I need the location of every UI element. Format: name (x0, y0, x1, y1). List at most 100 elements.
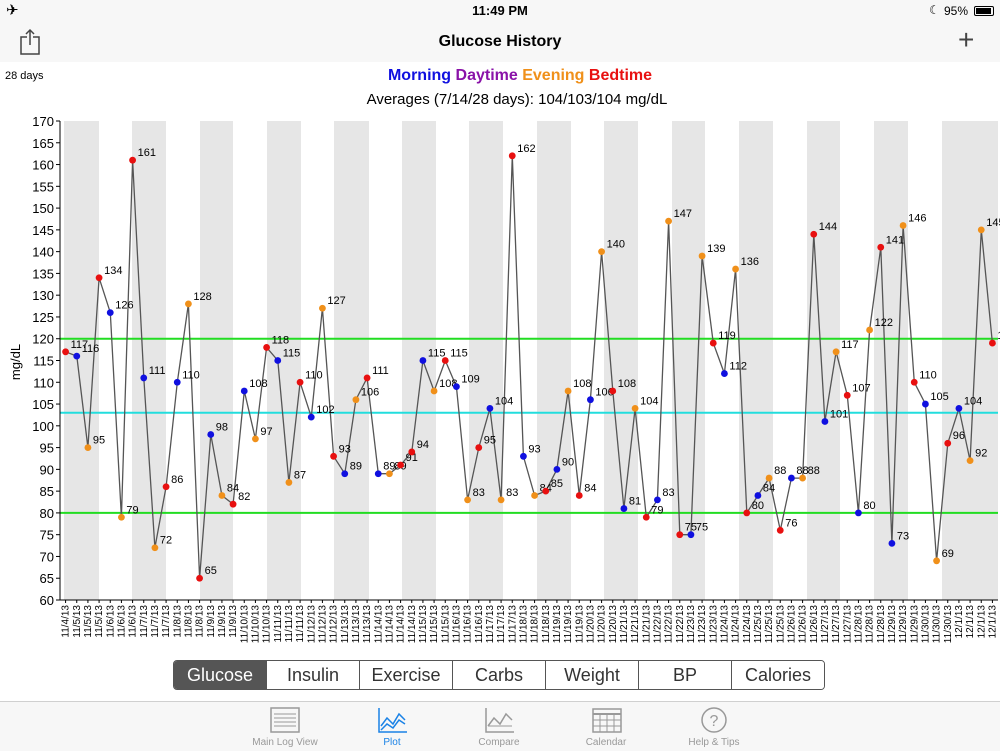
data-point (408, 448, 416, 456)
data-label: 110 (919, 369, 937, 381)
segment-carbs[interactable]: Carbs (453, 661, 546, 689)
data-point (855, 509, 862, 517)
tab-calendar[interactable]: Calendar (556, 704, 656, 750)
x-tick-label: 11/10/13 (262, 605, 273, 644)
data-label: 108 (573, 378, 591, 390)
data-label: 69 (942, 548, 954, 560)
data-point (106, 309, 114, 316)
x-tick-label: 11/7/13 (150, 605, 161, 638)
segment-bp[interactable]: BP (639, 661, 732, 689)
x-tick-label: 11/15/13 (440, 605, 451, 644)
data-point (788, 474, 795, 482)
x-tick-label: 11/27/13 (842, 605, 853, 644)
x-tick-label: 11/25/13 (775, 605, 786, 644)
tab-label: Plot (383, 737, 401, 748)
day-band (200, 121, 233, 600)
data-label: 79 (126, 504, 138, 516)
x-tick-label: 11/12/13 (306, 605, 317, 644)
y-tick-label: 75 (40, 528, 54, 543)
data-point (698, 252, 706, 260)
x-tick-label: 12/1/13 (954, 605, 965, 639)
x-tick-label: 11/24/13 (731, 605, 742, 644)
status-bar: ✈ 11:49 PM ☾ 95% (0, 0, 1000, 22)
data-label: 97 (260, 426, 272, 438)
data-point (218, 492, 226, 499)
data-label: 75 (696, 522, 708, 534)
data-point (542, 487, 550, 495)
day-band (402, 121, 436, 600)
data-label: 101 (830, 408, 848, 420)
data-label: 84 (763, 482, 775, 494)
x-tick-label: 11/19/13 (574, 605, 585, 644)
segment-glucose[interactable]: Glucose (174, 661, 267, 689)
data-label: 86 (171, 474, 183, 486)
y-tick-label: 110 (33, 375, 54, 390)
y-tick-label: 170 (32, 114, 54, 129)
y-tick-label: 60 (40, 593, 54, 608)
x-tick-label: 11/7/13 (139, 605, 150, 638)
data-point (84, 444, 92, 451)
segment-exercise[interactable]: Exercise (360, 661, 453, 689)
moon-icon: ☾ (929, 3, 940, 17)
data-label: 79 (651, 504, 663, 516)
x-tick-label: 11/8/13 (183, 605, 194, 638)
tab-plot[interactable]: Plot (342, 704, 442, 750)
glucose-series-line (65, 155, 994, 579)
data-point (665, 217, 672, 225)
data-label: 127 (327, 295, 345, 307)
data-label: 87 (294, 469, 306, 481)
add-icon[interactable]: + (958, 24, 975, 55)
data-label: 102 (316, 404, 334, 416)
data-label: 119 (997, 330, 1000, 342)
data-label: 145 (986, 217, 1000, 229)
y-tick-label: 155 (32, 179, 54, 194)
segment-calories[interactable]: Calories (732, 661, 824, 689)
data-point (888, 539, 896, 547)
x-tick-label: 11/24/13 (719, 605, 730, 644)
data-label: 128 (193, 291, 211, 303)
x-tick-label: 11/23/13 (686, 605, 697, 644)
data-point (933, 557, 940, 565)
x-tick-label: 11/6/13 (105, 605, 116, 638)
x-tick-label: 11/30/13 (932, 605, 943, 644)
data-point (207, 431, 215, 438)
x-tick-label: 11/21/13 (641, 605, 652, 644)
x-tick-label: 11/10/13 (250, 605, 261, 644)
data-point (754, 492, 762, 499)
averages-label: Averages (7/14/28 days): 104/103/104 mg/… (367, 91, 668, 108)
y-tick-label: 95 (40, 441, 54, 456)
data-label: 89 (383, 461, 395, 473)
data-point (508, 152, 516, 160)
data-label: 88 (808, 465, 820, 477)
segment-insulin[interactable]: Insulin (267, 661, 360, 689)
x-tick-label: 11/25/13 (764, 605, 775, 644)
line-chart-icon (378, 708, 407, 733)
x-tick-label: 11/17/13 (496, 605, 507, 644)
y-tick-label: 85 (40, 484, 54, 499)
data-label: 111 (149, 365, 166, 377)
nav-bar: Glucose History + (0, 22, 1000, 62)
x-tick-label: 11/22/13 (652, 605, 663, 644)
x-tick-label: 11/15/13 (429, 605, 440, 644)
tab-compare[interactable]: Compare (449, 704, 549, 750)
share-icon[interactable] (18, 28, 42, 56)
segment-weight[interactable]: Weight (546, 661, 639, 689)
y-tick-label: 140 (32, 245, 54, 260)
data-point (430, 387, 438, 395)
data-label: 96 (953, 430, 965, 442)
x-tick-label: 11/19/13 (552, 605, 563, 644)
tab-help-tips[interactable]: ? Help & Tips (664, 704, 764, 750)
data-point (475, 444, 483, 451)
data-label: 89 (350, 461, 362, 473)
data-point (642, 513, 650, 521)
x-tick-label: 11/18/13 (541, 605, 552, 644)
data-point (73, 352, 81, 360)
data-point (832, 348, 840, 356)
x-tick-label: 11/20/13 (597, 605, 608, 644)
tab-main-log-view[interactable]: Main Log View (235, 704, 335, 750)
x-tick-label: 11/11/13 (295, 605, 306, 643)
data-point (363, 374, 371, 382)
x-tick-label: 11/26/13 (809, 605, 820, 644)
data-point (252, 435, 259, 443)
data-label: 161 (138, 147, 156, 159)
